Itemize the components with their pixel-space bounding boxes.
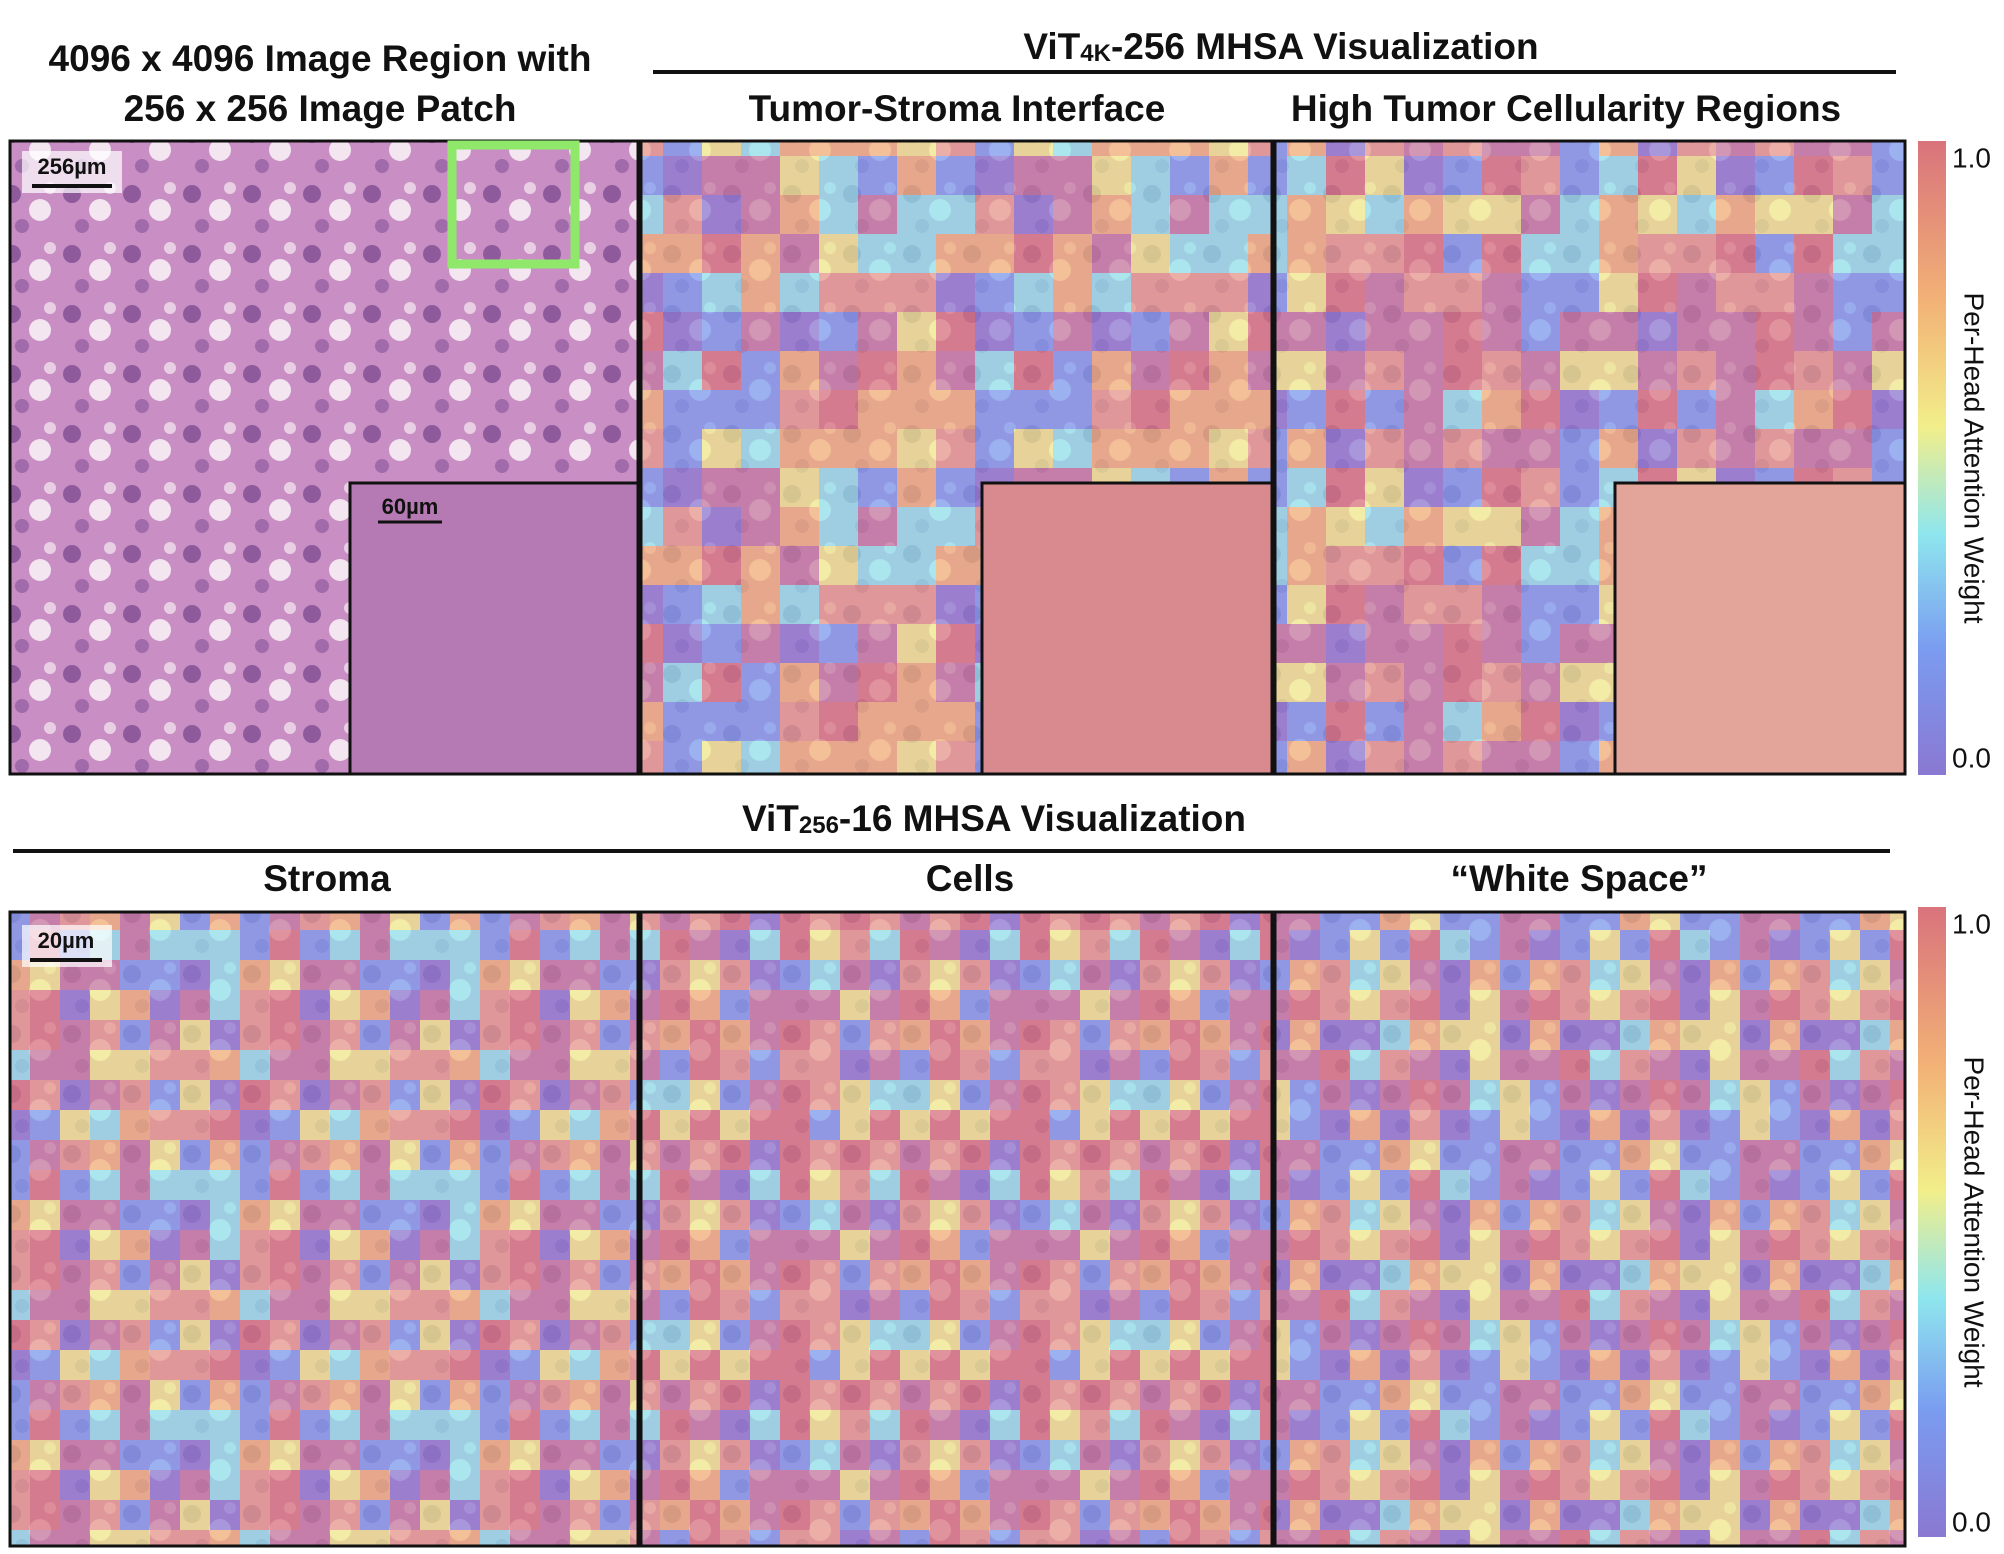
title-suffix: -256 MHSA Visualization [1111,26,1539,67]
colorbar-min: 0.0 [1952,1506,1991,1537]
panel-border [1273,910,1907,1548]
panel-border [639,139,1274,776]
colorbar-label: Per-Head Attention Weight [1959,1056,1990,1387]
attention-heatmap [10,912,638,1546]
title-subscript: 256 [799,812,839,839]
bottom-section-title: ViT256-16 MHSA Visualization [742,798,1246,840]
panel-title: Tumor-Stroma Interface [749,88,1166,129]
panel-border [639,910,1274,1548]
colorbar [1918,141,1946,775]
panel-border [8,139,640,776]
panel-border [8,910,640,1548]
attention-heatmap [1275,912,1905,1546]
title-suffix: -16 MHSA Visualization [839,798,1246,839]
panel-title: Stroma [263,858,391,899]
panel-title: “White Space” [1451,858,1708,899]
inset-heatmap [1615,483,1905,774]
scale-bar-label: 20µm [38,928,95,953]
top-section-title: ViT4K-256 MHSA Visualization [1023,26,1538,68]
scale-bar-label: 60µm [382,494,439,519]
left-title-line2: 256 x 256 Image Patch [124,88,517,129]
scale-bar-label: 256µm [38,154,107,179]
he-inset-image [350,483,638,774]
title-subscript: 4K [1080,40,1111,67]
colorbar [1918,907,1946,1537]
left-title-line1: 4096 x 4096 Image Region with [49,38,592,79]
colorbar-min: 0.0 [1952,742,1991,773]
title-prefix: ViT [1023,26,1080,67]
inset-heatmap [982,483,1272,774]
colorbar-max: 1.0 [1952,142,1991,173]
panel-title: Cells [926,858,1014,899]
colorbar-label: Per-Head Attention Weight [1959,292,1990,623]
title-prefix: ViT [742,798,799,839]
panel-title: High Tumor Cellularity Regions [1291,88,1841,129]
patch-highlight [447,140,580,269]
colorbar-max: 1.0 [1952,908,1991,939]
attention-heatmap [641,912,1272,1546]
panel-border [1273,139,1907,776]
